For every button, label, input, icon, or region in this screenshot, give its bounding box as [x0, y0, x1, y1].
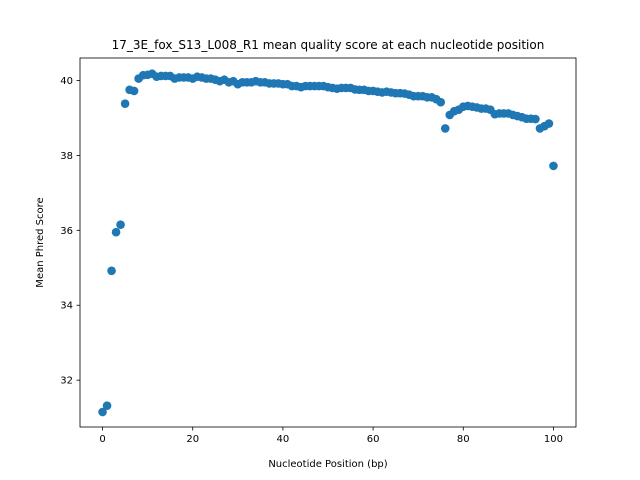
data-point	[129, 86, 139, 96]
data-point	[549, 161, 558, 171]
chart-title: 17_3E_fox_S13_L008_R1 mean quality score…	[112, 38, 545, 52]
data-point	[98, 407, 107, 417]
x-tick-label: 40	[277, 434, 290, 445]
y-tick-label: 40	[60, 76, 73, 87]
y-tick-label: 34	[60, 301, 73, 312]
data-point	[544, 119, 554, 128]
points-layer	[98, 69, 558, 417]
plot-frame	[79, 57, 577, 428]
x-tick-label: 0	[99, 434, 105, 445]
x-tick-label: 20	[186, 434, 199, 445]
data-point	[440, 124, 450, 133]
y-tick-label: 32	[60, 376, 73, 387]
data-point	[436, 97, 446, 107]
data-point	[111, 227, 121, 237]
data-point	[116, 220, 125, 230]
data-point	[120, 99, 130, 108]
x-axis-label: Nucleotide Position (bp)	[268, 459, 387, 470]
data-point	[107, 266, 116, 276]
y-tick-label: 38	[60, 151, 73, 162]
y-axis-ticks: 32 34 36 38 40	[60, 76, 80, 387]
x-tick-label: 60	[367, 434, 380, 445]
x-tick-label: 80	[457, 434, 470, 445]
x-axis-ticks: 0 20 40 60 80 100	[99, 427, 563, 445]
data-point	[531, 114, 540, 124]
y-tick-label: 36	[60, 226, 73, 237]
y-axis-label: Mean Phred Score	[35, 197, 46, 287]
data-point	[102, 401, 112, 410]
x-tick-label: 100	[544, 434, 563, 445]
